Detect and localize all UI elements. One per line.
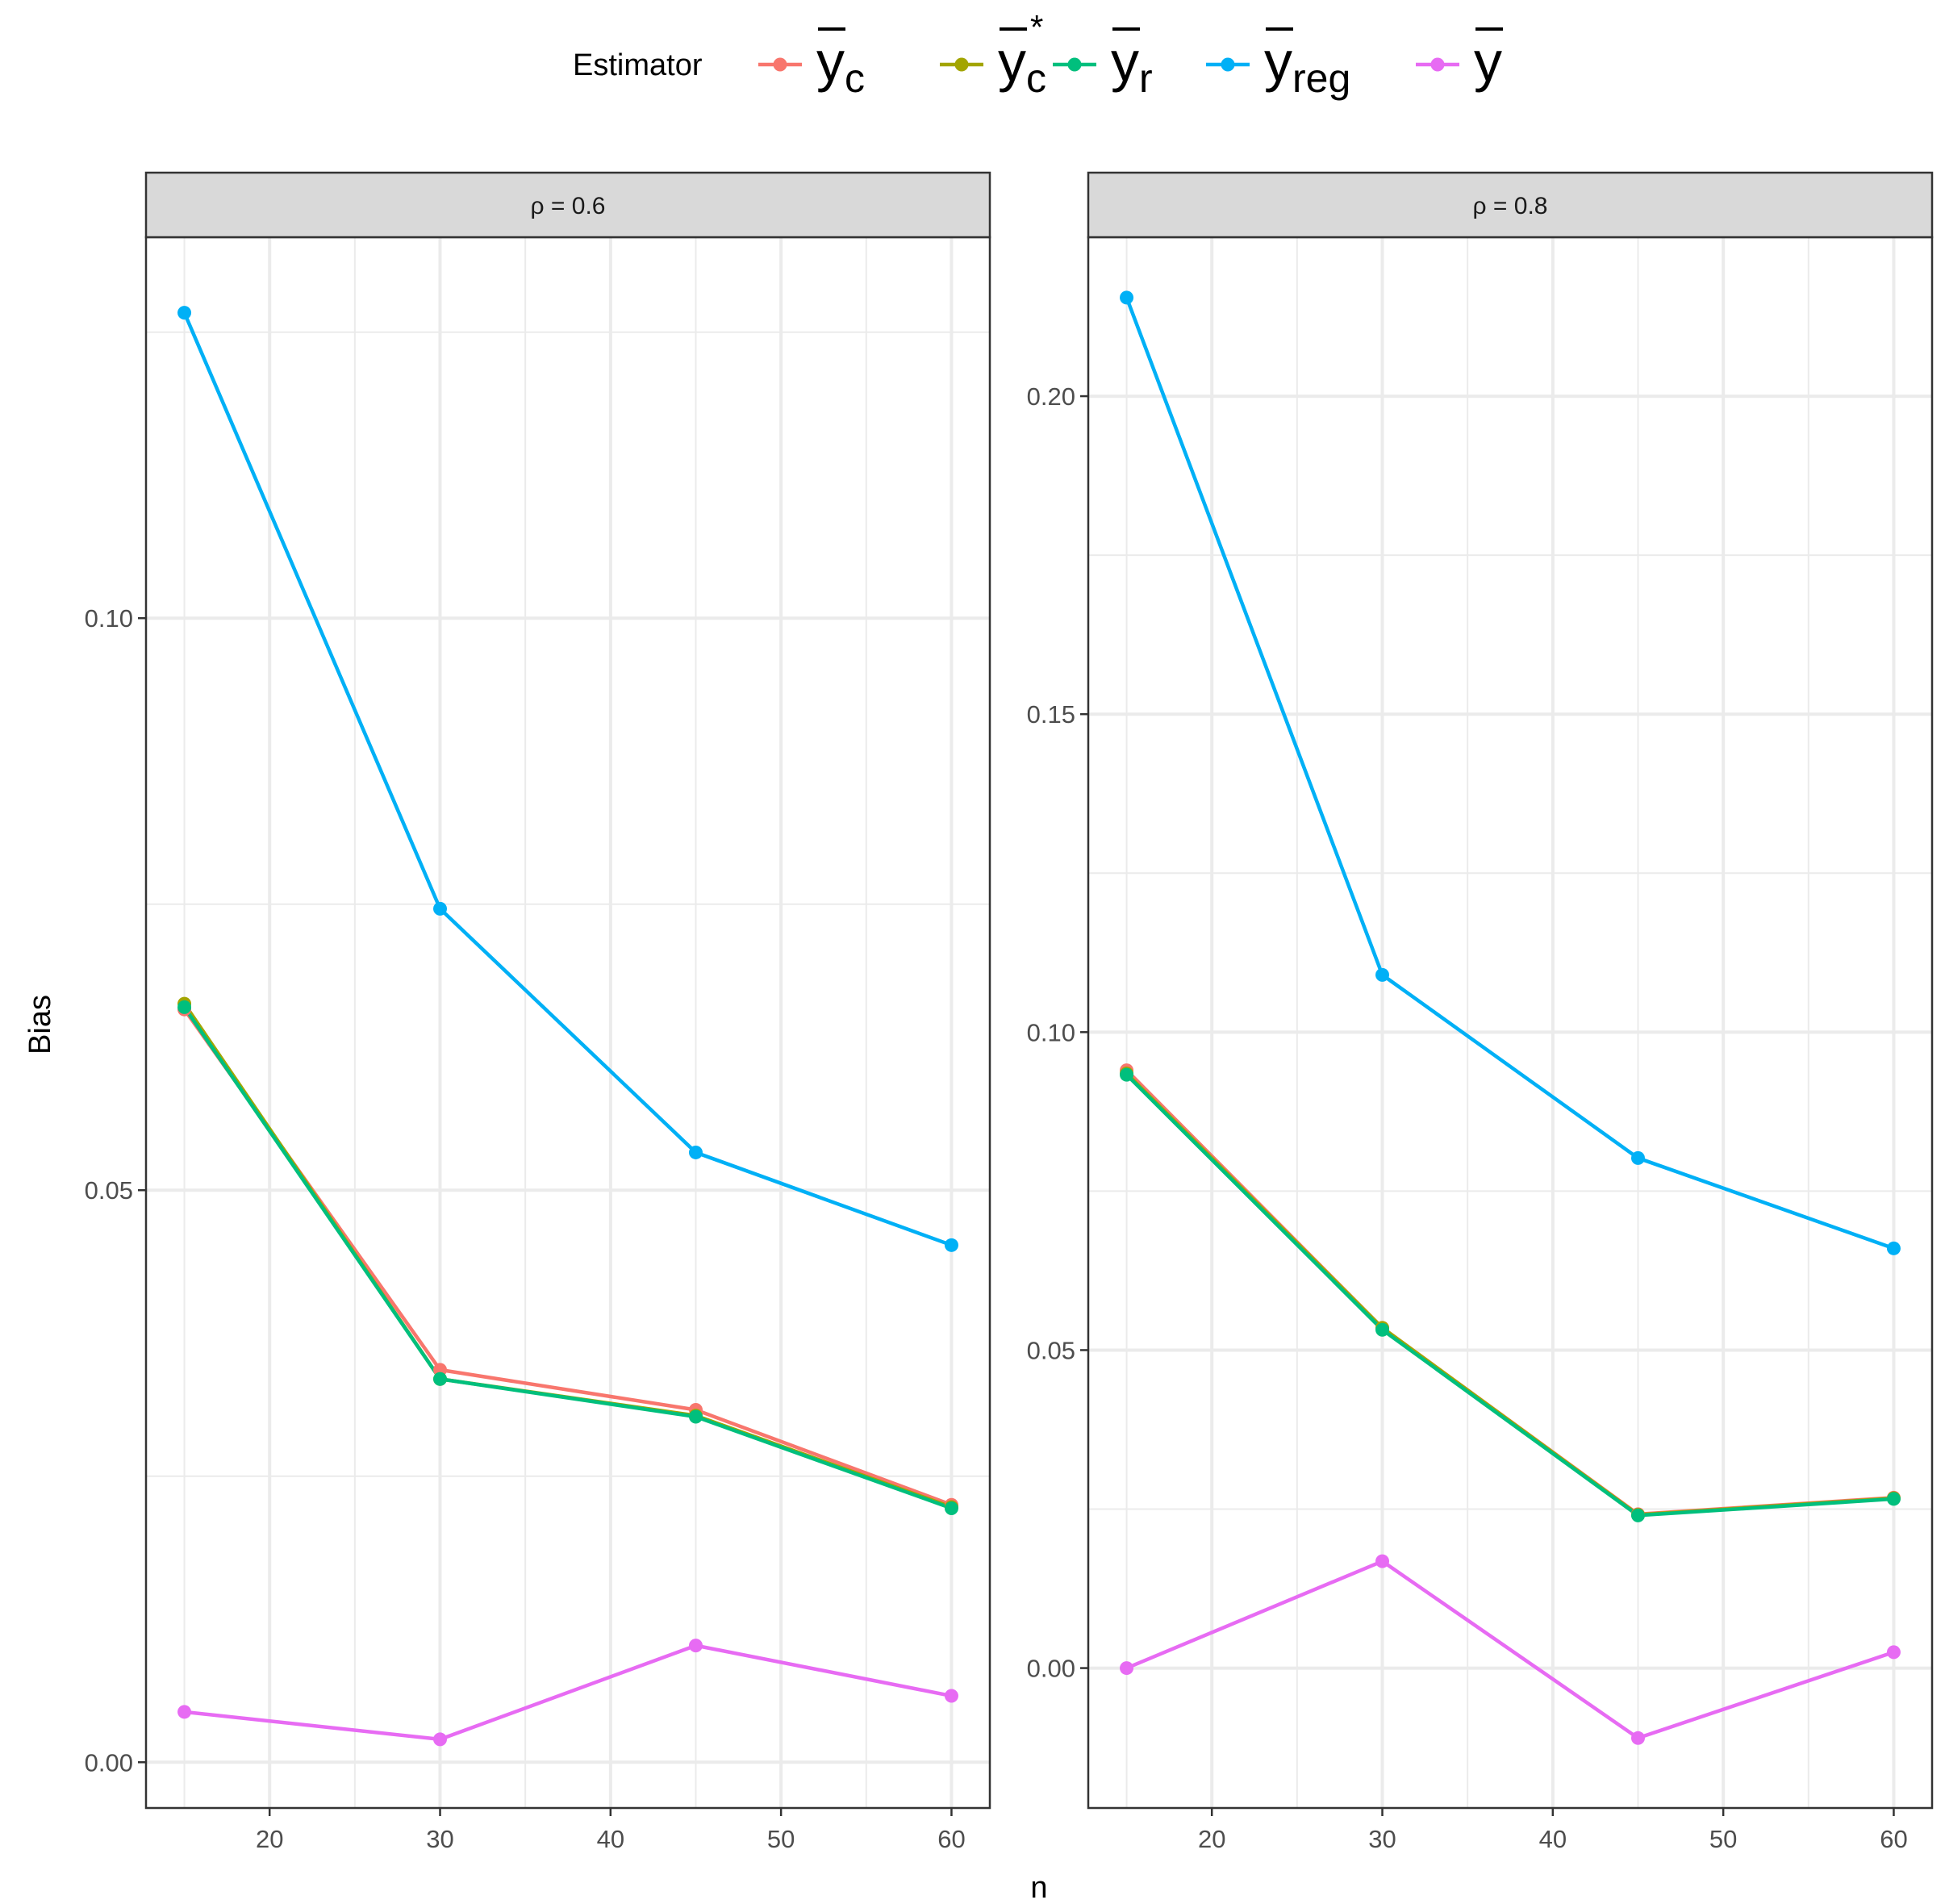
x-tick-label: 40 bbox=[597, 1825, 624, 1853]
data-point-4 bbox=[433, 901, 448, 916]
data-point-3 bbox=[1375, 1322, 1390, 1337]
legend-key-point bbox=[773, 57, 787, 72]
data-point-3 bbox=[688, 1409, 703, 1424]
x-axis-title: n bbox=[1030, 1871, 1047, 1904]
legend-label: y bbox=[1474, 30, 1502, 93]
legend-label: yr bbox=[1111, 30, 1153, 101]
x-tick-label: 50 bbox=[1709, 1825, 1737, 1853]
y-tick-label: 0.10 bbox=[85, 604, 133, 633]
data-point-4 bbox=[688, 1145, 703, 1159]
x-tick-label: 30 bbox=[1368, 1825, 1396, 1853]
y-tick-label: 0.15 bbox=[1027, 700, 1075, 729]
data-point-3 bbox=[433, 1372, 448, 1386]
data-point-4 bbox=[944, 1238, 958, 1252]
legend-label: yc bbox=[998, 30, 1046, 101]
facet-strip bbox=[144, 171, 991, 239]
data-point-4 bbox=[1886, 1241, 1901, 1255]
legend-entry-3: yr bbox=[1053, 27, 1153, 101]
legend-entry-1: yc bbox=[758, 27, 865, 101]
facet-strip bbox=[1087, 171, 1934, 239]
data-point-4 bbox=[1120, 290, 1134, 305]
facet-strip-label: ρ = 0.6 bbox=[531, 193, 606, 219]
panel-1: 0.00 0.05 0.10 20 30 40 50 60 ρ = 0.6 bbox=[85, 171, 991, 1853]
legend-label: yc bbox=[816, 30, 865, 101]
legend-key-point bbox=[954, 57, 969, 72]
legend-label-sub: c bbox=[1026, 56, 1046, 101]
data-point-5 bbox=[433, 1732, 448, 1747]
data-point-5 bbox=[1630, 1731, 1645, 1745]
data-point-5 bbox=[1375, 1554, 1390, 1568]
data-point-3 bbox=[944, 1501, 958, 1515]
data-point-4 bbox=[177, 306, 192, 320]
y-axis-title: Bias bbox=[23, 995, 57, 1054]
x-tick-label: 30 bbox=[426, 1825, 453, 1853]
data-point-5 bbox=[944, 1689, 958, 1703]
series-line-3 bbox=[182, 1006, 953, 1510]
x-tick-label: 60 bbox=[1880, 1825, 1907, 1853]
series-line-5 bbox=[1125, 1559, 1895, 1740]
series-line-5 bbox=[184, 1643, 952, 1742]
y-tick-label: 0.20 bbox=[1027, 382, 1075, 411]
legend-key-point bbox=[1221, 57, 1235, 72]
legend-title: Estimator bbox=[573, 48, 703, 82]
y-tick-label: 0.00 bbox=[85, 1748, 133, 1777]
data-point-5 bbox=[1120, 1661, 1134, 1676]
data-point-5 bbox=[1886, 1645, 1901, 1660]
legend-key-point bbox=[1067, 57, 1082, 72]
legend-label-base: y bbox=[816, 30, 845, 93]
y-tick-label: 0.10 bbox=[1027, 1018, 1075, 1046]
legend: Estimator yc yc*yr yreg y bbox=[573, 8, 1503, 101]
data-point-5 bbox=[177, 1705, 192, 1719]
x-tick-label: 60 bbox=[937, 1825, 965, 1853]
x-tick-label: 40 bbox=[1539, 1825, 1567, 1853]
panel-background bbox=[146, 237, 990, 1808]
panel-background bbox=[1088, 237, 1932, 1808]
legend-label-sub: c bbox=[845, 56, 865, 101]
data-point-3 bbox=[177, 1000, 192, 1014]
y-tick-label: 0.05 bbox=[1027, 1336, 1075, 1364]
legend-entry-5: y bbox=[1416, 27, 1503, 93]
x-tick-label: 50 bbox=[767, 1825, 795, 1853]
y-tick-label: 0.05 bbox=[85, 1176, 133, 1205]
legend-label-sub: reg bbox=[1292, 56, 1350, 101]
panel-2: 0.00 0.05 0.10 0.15 0.20 20 30 40 50 60 ρ = 0.8 bbox=[1027, 171, 1934, 1853]
data-point-4 bbox=[1630, 1150, 1645, 1165]
legend-label-base: y bbox=[1111, 30, 1139, 93]
data-point-4 bbox=[1375, 967, 1390, 982]
legend-label-base: y bbox=[998, 30, 1026, 93]
legend-label-sup: * bbox=[1030, 8, 1043, 46]
series-line-4 bbox=[182, 311, 953, 1247]
legend-label-base: y bbox=[1474, 30, 1502, 93]
x-tick-label: 20 bbox=[256, 1825, 283, 1853]
x-tick-label: 20 bbox=[1198, 1825, 1225, 1853]
legend-label-base: y bbox=[1264, 30, 1292, 93]
y-tick-label: 0.00 bbox=[1027, 1655, 1075, 1683]
legend-label-sub: r bbox=[1139, 56, 1153, 101]
legend-entry-4: yreg bbox=[1206, 27, 1350, 101]
facet-strip-label: ρ = 0.8 bbox=[1473, 193, 1548, 219]
legend-key-point bbox=[1430, 57, 1445, 72]
legend-entry-2: yc* bbox=[940, 8, 1046, 101]
legend-label: yreg bbox=[1264, 30, 1350, 101]
data-point-3 bbox=[1120, 1067, 1134, 1082]
series-line-4 bbox=[1125, 297, 1895, 1251]
series-line-3 bbox=[1125, 1073, 1894, 1518]
data-point-3 bbox=[1630, 1508, 1645, 1522]
data-point-5 bbox=[688, 1639, 703, 1653]
data-point-3 bbox=[1886, 1492, 1901, 1506]
